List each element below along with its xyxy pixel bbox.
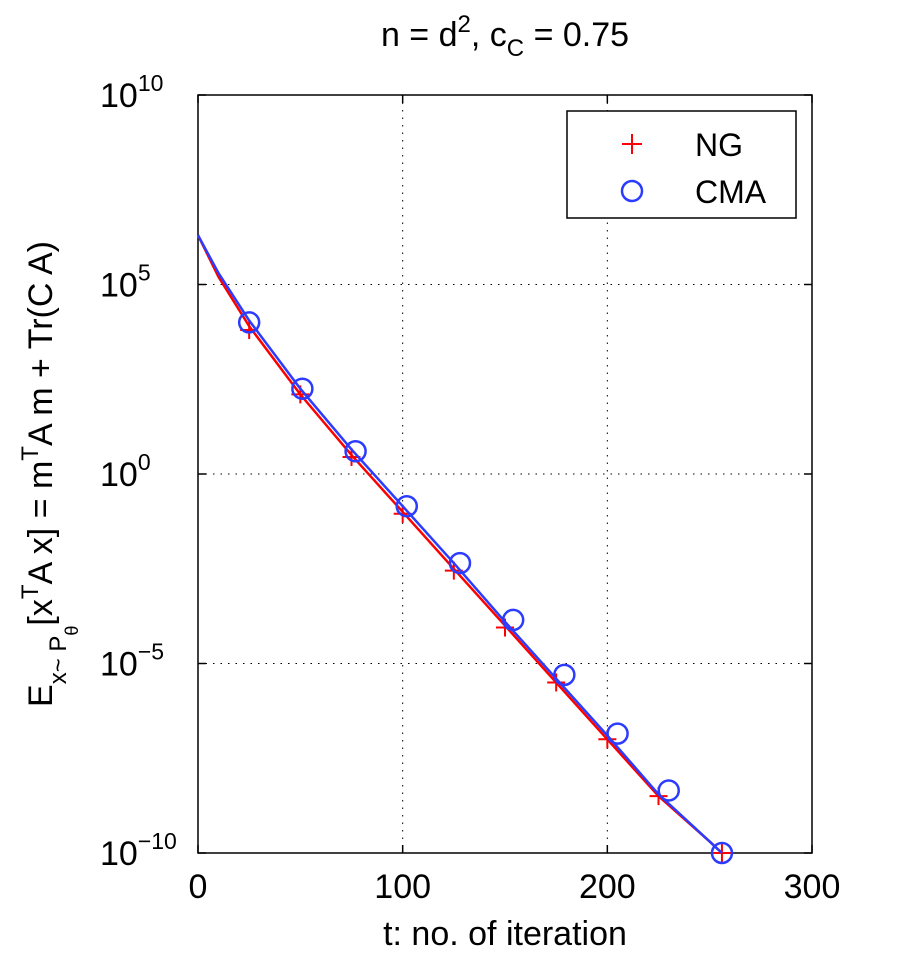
legend-label-ng: NG (695, 127, 743, 163)
x-tick-label: 300 (784, 868, 841, 906)
y-tick-label: 10−5 (100, 639, 164, 684)
axis-ticks: 0 100 200 300 1010 105 100 10−5 10−10 (100, 70, 840, 906)
legend-marker-cma (620, 179, 644, 203)
data-point-cma (501, 608, 525, 632)
x-tick-label: 100 (374, 868, 431, 906)
data-point-cma (395, 494, 419, 518)
data-point-cma (291, 377, 314, 400)
data-point-cma (344, 440, 367, 463)
y-tick-label: 1010 (100, 70, 163, 115)
x-tick-label: 200 (579, 868, 636, 906)
series-layer (196, 234, 734, 865)
y-tick-label: 100 (100, 449, 151, 494)
legend-box (566, 110, 797, 219)
data-point-cma (710, 841, 734, 865)
y-tick-label: 105 (100, 260, 151, 305)
series-line-ng (196, 234, 723, 854)
y-tick-label: 10−10 (100, 828, 177, 873)
data-point-cma (606, 722, 629, 745)
legend-label-cma: CMA (695, 174, 767, 210)
data-point-cma (657, 779, 680, 802)
data-point-cma (237, 311, 261, 334)
data-point-cma (448, 551, 472, 575)
x-axis-label: t: no. of iteration (383, 915, 627, 953)
data-point-ng (712, 844, 731, 862)
y-axis-label: Ex~ Pθ[xTA x] = mTA m + Tr(C A) (17, 241, 82, 707)
series-line-cma (196, 234, 723, 854)
x-tick-label: 0 (189, 868, 208, 906)
legend-marker-ng (622, 134, 642, 154)
data-point-cma (553, 663, 576, 687)
chart-title: n = d2, cC = 0.75 (381, 11, 629, 62)
legend: NG CMA (566, 110, 797, 219)
